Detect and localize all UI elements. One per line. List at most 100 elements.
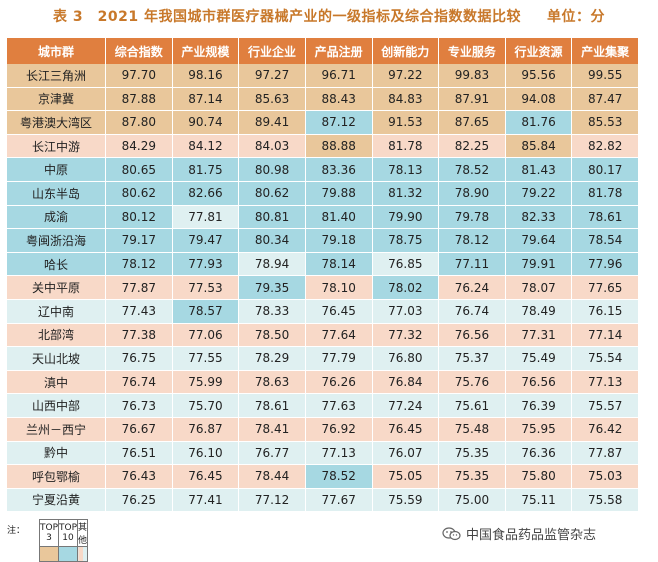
- score-cell: 80.34: [238, 228, 306, 253]
- score-cell: 88.88: [305, 134, 373, 159]
- score-cell: 87.91: [438, 87, 506, 112]
- city-name: 长江三角洲: [7, 64, 106, 88]
- score-cell: 77.03: [372, 299, 440, 324]
- score-cell: 79.88: [305, 181, 373, 206]
- score-cell: 78.14: [305, 252, 373, 277]
- score-cell: 79.91: [505, 252, 573, 277]
- score-cell: 77.55: [172, 346, 240, 371]
- score-cell: 78.75: [372, 228, 440, 253]
- score-cell: 78.02: [372, 275, 440, 300]
- score-cell: 80.12: [105, 205, 173, 230]
- city-name: 兰州－西宁: [7, 417, 106, 442]
- score-cell: 78.12: [105, 252, 173, 277]
- score-cell: 77.06: [172, 323, 240, 348]
- city-name: 黔中: [7, 441, 106, 466]
- city-name: 滇中: [7, 370, 106, 395]
- score-cell: 75.61: [438, 393, 506, 418]
- score-cell: 75.05: [372, 464, 440, 489]
- table-row: 北部湾 77.38 77.06 78.50 77.64 77.32 76.56 77.31 77…: [7, 323, 639, 348]
- score-cell: 78.49: [505, 299, 573, 324]
- unit-label: 单位：分: [546, 9, 605, 25]
- score-cell: 81.76: [505, 110, 573, 135]
- score-cell: 76.42: [571, 417, 639, 442]
- score-cell: 87.47: [571, 87, 639, 112]
- score-cell: 90.74: [172, 110, 240, 135]
- title-text: 表 3 2021 年我国城市群医疗器械产业的一级指标及综合指数数据比较: [53, 9, 521, 25]
- score-cell: 76.87: [172, 417, 240, 442]
- score-cell: 75.03: [571, 464, 639, 489]
- table-row: 长江中游 84.29 84.12 84.03 88.88 81.78 82.25 85.84 8…: [7, 134, 639, 159]
- score-cell: 81.40: [305, 205, 373, 230]
- score-cell: 89.41: [238, 110, 306, 135]
- table-row: 天山北坡 76.75 77.55 78.29 77.79 76.80 75.37 75.49 7…: [7, 346, 639, 371]
- score-cell: 77.64: [305, 323, 373, 348]
- score-cell: 81.78: [372, 134, 440, 159]
- score-cell: 82.33: [505, 205, 573, 230]
- score-cell: 79.22: [505, 181, 573, 206]
- score-cell: 76.07: [372, 441, 440, 466]
- score-cell: 80.17: [571, 157, 639, 182]
- score-cell: 77.11: [438, 252, 506, 277]
- score-cell: 76.51: [105, 441, 173, 466]
- score-cell: 78.57: [172, 299, 240, 324]
- score-cell: 76.45: [305, 299, 373, 324]
- score-cell: 85.53: [571, 110, 639, 135]
- score-cell: 75.49: [505, 346, 573, 371]
- score-cell: 78.52: [438, 157, 506, 182]
- score-cell: 79.47: [172, 228, 240, 253]
- score-cell: 75.70: [172, 393, 240, 418]
- score-cell: 87.12: [305, 110, 373, 135]
- score-cell: 97.27: [238, 64, 306, 88]
- score-cell: 76.24: [438, 275, 506, 300]
- score-cell: 75.95: [505, 417, 573, 442]
- city-name: 中原: [7, 157, 106, 182]
- header-city: 城市群: [7, 38, 106, 64]
- brand-text: 中国食品药品监管杂志: [466, 528, 597, 543]
- city-name: 长江中游: [7, 134, 106, 159]
- score-cell: 75.37: [438, 346, 506, 371]
- score-cell: 76.80: [372, 346, 440, 371]
- score-cell: 84.12: [172, 134, 240, 159]
- score-cell: 76.73: [105, 393, 173, 418]
- legend-swatch-other: [77, 546, 89, 562]
- score-cell: 75.57: [571, 393, 639, 418]
- score-cell: 84.83: [372, 87, 440, 112]
- score-cell: 77.38: [105, 323, 173, 348]
- score-cell: 77.31: [505, 323, 573, 348]
- city-name: 粤港澳大湾区: [7, 110, 106, 135]
- header-col: 行业企业: [238, 38, 306, 64]
- score-cell: 99.55: [571, 64, 639, 88]
- score-cell: 87.80: [105, 110, 173, 135]
- score-cell: 77.12: [238, 488, 306, 513]
- score-cell: 78.52: [305, 464, 373, 489]
- score-cell: 75.54: [571, 346, 639, 371]
- score-cell: 78.63: [238, 370, 306, 395]
- score-cell: 81.43: [505, 157, 573, 182]
- table-row: 辽中南 77.43 78.57 78.33 76.45 77.03 76.74 78.49 76…: [7, 299, 639, 324]
- score-cell: 88.43: [305, 87, 373, 112]
- score-cell: 99.83: [438, 64, 506, 88]
- score-cell: 75.35: [438, 441, 506, 466]
- score-cell: 77.13: [305, 441, 373, 466]
- score-cell: 78.50: [238, 323, 306, 348]
- city-name: 粤闽浙沿海: [7, 228, 106, 253]
- header-col: 综合指数: [105, 38, 173, 64]
- score-cell: 81.32: [372, 181, 440, 206]
- table-row: 长江三角洲 97.70 98.16 97.27 96.71 97.22 99.83 95.56…: [7, 64, 639, 88]
- header-col: 产业规模: [172, 38, 240, 64]
- table-row: 关中平原 77.87 77.53 79.35 78.10 78.02 76.24 78.07 7…: [7, 275, 639, 300]
- score-cell: 78.41: [238, 417, 306, 442]
- score-cell: 78.07: [505, 275, 573, 300]
- legend-swatch-top3: [38, 546, 60, 562]
- score-cell: 77.87: [571, 441, 639, 466]
- header-col: 行业资源: [505, 38, 573, 64]
- score-cell: 82.66: [172, 181, 240, 206]
- header-col: 产品注册: [305, 38, 373, 64]
- score-cell: 80.62: [238, 181, 306, 206]
- legend-label-top10: TOP 10: [58, 519, 79, 547]
- score-cell: 80.65: [105, 157, 173, 182]
- score-cell: 83.36: [305, 157, 373, 182]
- score-cell: 87.88: [105, 87, 173, 112]
- city-name: 京津冀: [7, 87, 106, 112]
- score-cell: 75.35: [438, 464, 506, 489]
